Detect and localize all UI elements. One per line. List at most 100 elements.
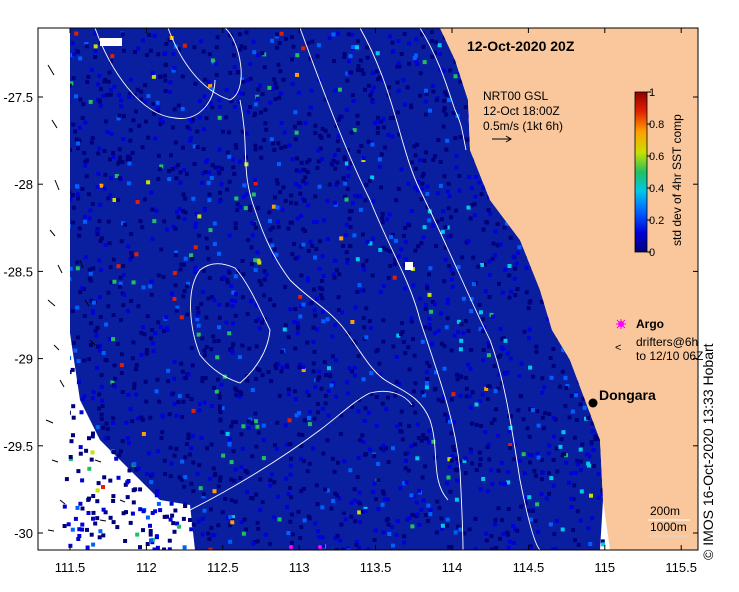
sst-pixel [590,421,595,426]
sst-pixel [168,445,173,450]
sst-pixel [210,87,215,92]
sst-pixel [328,374,333,379]
sst-pixel [372,481,377,486]
sst-pixel [542,385,547,390]
sst-pixel [135,532,140,537]
sst-pixel [313,521,318,526]
sst-pixel [228,523,233,528]
sst-pixel [365,239,370,244]
sst-pixel [553,547,558,550]
sst-pixel [324,373,328,378]
sst-pixel [306,393,311,398]
sst-pixel [99,417,104,421]
sst-pixel [313,255,317,260]
sst-pixel [527,327,532,332]
sst-pixel [574,393,579,398]
sst-pixel [356,409,361,414]
sst-pixel [325,199,330,203]
sst-pixel [411,283,416,288]
sst-pixel [84,44,89,49]
sst-pixel [422,393,426,398]
sst-pixel [521,452,526,457]
sst-pixel [522,496,527,501]
sst-pixel [387,85,392,90]
sst-pixel [267,210,272,215]
sst-pixel [505,532,510,537]
sst-pixel [294,182,299,186]
sst-pixel [276,219,280,224]
colorbar-tick-label: 0.8 [649,119,664,131]
sst-pixel [563,375,568,380]
sst-pixel [317,266,322,271]
sst-pixel [227,270,232,275]
sst-pixel [203,376,208,380]
sst-pixel [535,451,540,456]
sst-pixel [471,282,476,287]
sst-pixel [449,348,454,353]
sst-pixel [75,260,80,265]
sst-pixel [158,167,162,172]
sst-pixel [564,386,569,390]
sst-pixel [285,364,290,369]
sst-pixel [351,99,356,103]
sst-pixel [375,51,380,56]
sst-pixel [103,510,108,515]
sst-pixel [125,480,130,485]
velocity-arrows [45,64,126,532]
sst-pixel [419,438,424,443]
sst-pixel [420,181,425,186]
sst-pixel [310,39,315,44]
sst-pixel [170,125,175,130]
sst-pixel [78,97,83,102]
sst-pixel [80,506,85,511]
sst-pixel [554,446,559,451]
sst-pixel [270,243,275,248]
sst-pixel [217,199,222,204]
sst-pixel [205,245,210,250]
sst-pixel [445,301,450,305]
sst-pixel [503,371,508,376]
sst-pixel [101,425,106,430]
sst-pixel [459,322,464,327]
sst-pixel [320,157,325,162]
sst-pixel [114,174,119,178]
sst-pixel [532,468,537,473]
sst-pixel [238,476,243,481]
sst-pixel [116,264,121,269]
sst-pixel [434,244,438,248]
sst-pixel [374,424,379,428]
sst-pixel [172,529,177,534]
x-axis: 111.5 112 112.5 113 113.5 114 114.5 115 115.5 [55,28,697,575]
sst-pixel [97,74,102,78]
sst-pixel [600,539,605,544]
sst-pixel [289,456,293,461]
sst-pixel [578,518,583,523]
sst-pixel [152,547,157,550]
sst-pixel [75,266,80,271]
sst-pixel [284,505,289,509]
sst-pixel [192,162,197,166]
sst-pixel [172,376,177,381]
sst-pixel [342,511,347,516]
sst-pixel [376,478,381,483]
sst-pixel [406,181,411,186]
sst-pixel [116,116,121,121]
sst-pixel [293,346,298,351]
sst-pixel [369,89,374,94]
sst-pixel [511,457,516,462]
sst-pixel [396,187,401,191]
sst-pixel [535,502,540,507]
sst-pixel [89,298,94,303]
sst-pixel [220,430,225,435]
sst-pixel [246,426,251,431]
sst-pixel [579,489,584,494]
sst-pixel [262,277,267,282]
sst-pixel [174,165,179,170]
sst-pixel [278,91,283,96]
sst-pixel [193,265,198,270]
sst-pixel [189,397,194,402]
sst-pixel [483,289,488,294]
sst-pixel [347,366,352,371]
sst-pixel [551,457,556,462]
sst-pixel [376,461,381,466]
